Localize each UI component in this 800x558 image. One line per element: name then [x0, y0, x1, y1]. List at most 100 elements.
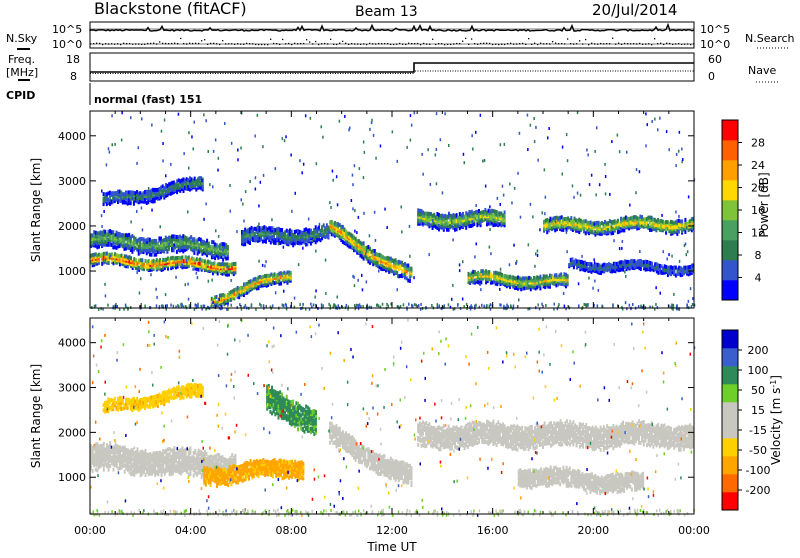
colorbar-segment [722, 280, 738, 300]
echo-noise [369, 234, 371, 237]
noise-search-dot [621, 44, 622, 45]
noise-search-dot [609, 43, 610, 44]
echo-noise [165, 174, 167, 177]
echo-noise [373, 134, 375, 137]
noise-search-dot [384, 43, 385, 44]
echo-noise [459, 263, 461, 266]
noise-search-dot [423, 43, 424, 44]
station-title: Blackstone (fitACF) [94, 0, 247, 18]
noise-search-dot [111, 43, 112, 44]
echo-noise [352, 174, 354, 177]
echo-noise [609, 193, 611, 196]
noise-search-dot [159, 41, 160, 42]
noise-search-dot [90, 43, 91, 44]
ground-echo [676, 304, 678, 307]
ground-echo [490, 303, 492, 306]
echo-noise [604, 163, 606, 166]
echo-noise [230, 210, 232, 213]
ground-echo [107, 304, 109, 307]
ground-echo [227, 304, 229, 307]
echo-noise [170, 163, 172, 166]
ground-echo [481, 304, 483, 307]
noise-search-dot [558, 43, 559, 44]
echo-noise [544, 212, 546, 215]
ground-echo [585, 303, 587, 306]
noise-search-dot [150, 43, 151, 44]
echo-noise [231, 304, 233, 307]
echo-noise [675, 211, 677, 214]
echo-noise [406, 146, 408, 149]
noise-left-tick-bottom: 10^0 [52, 38, 82, 51]
echo-noise [500, 143, 502, 146]
echo-noise [640, 305, 642, 308]
power-ylabel: Slant Range [km] [29, 158, 43, 262]
echo-cell [108, 468, 110, 472]
echo-noise [361, 274, 363, 277]
echo-noise [411, 124, 413, 127]
noise-search-dot [543, 43, 544, 44]
echo-noise [328, 228, 330, 231]
echo-noise [598, 289, 600, 292]
echo-cell [92, 469, 94, 473]
ground-echo [612, 303, 614, 306]
noise-search-dot [300, 43, 301, 44]
echo-noise [101, 190, 103, 193]
ground-echo [506, 304, 508, 307]
ground-echo [431, 304, 433, 307]
noise-search-dot [330, 39, 331, 40]
noise-search-dot [585, 39, 586, 40]
echo-noise [121, 139, 123, 142]
echo-noise [409, 276, 411, 279]
ground-echo [224, 303, 226, 306]
echo-noise [312, 239, 314, 242]
noise-right-tick-bottom: 10^0 [700, 38, 730, 51]
echo-noise [682, 158, 684, 161]
echo-noise [566, 250, 568, 253]
echo-noise [636, 168, 638, 171]
echo-noise [578, 282, 580, 285]
echo-noise [177, 263, 179, 266]
echo-noise [596, 126, 598, 129]
noise-search-dot [315, 41, 316, 42]
noise-search-dot [219, 44, 220, 45]
noise-search-dot [540, 43, 541, 44]
noise-search-dot [459, 43, 460, 44]
ground-echo [437, 303, 439, 306]
echo-noise [175, 276, 177, 279]
colorbar-segment [722, 220, 738, 240]
echo-noise [215, 229, 217, 232]
echo-noise [275, 291, 277, 294]
echo-noise [504, 143, 506, 146]
freq-label-1: Freq. [8, 53, 35, 66]
noise-search-dot [189, 43, 190, 44]
echo-noise [188, 298, 190, 301]
echo-noise [155, 288, 157, 291]
echo-noise [384, 208, 386, 211]
noise-search-dot [549, 43, 550, 44]
echo-noise [164, 119, 166, 122]
ground-echo [558, 303, 560, 306]
echo-noise [577, 111, 579, 114]
echo-noise [617, 134, 619, 137]
echo-noise [237, 149, 239, 152]
echo-noise [654, 118, 656, 121]
noise-left-tick-top: 10^5 [52, 23, 82, 36]
echo-noise [421, 153, 423, 156]
echo-noise [141, 207, 143, 210]
echo-noise [103, 210, 105, 213]
noise-search-dot [354, 43, 355, 44]
ground-echo [251, 303, 253, 306]
echo-noise [451, 298, 453, 301]
noise-search-dot [594, 43, 595, 44]
echo-noise [509, 263, 511, 266]
noise-search-dot [165, 43, 166, 44]
noise-search-dot [570, 43, 571, 44]
noise-search-dot [615, 44, 616, 45]
echo-noise [621, 247, 623, 250]
noise-search-dot [177, 43, 178, 44]
echo-noise [593, 258, 595, 261]
ground-echo [144, 305, 146, 308]
noise-search-dot [390, 44, 391, 45]
echo-noise [218, 235, 220, 238]
echo-noise [111, 114, 113, 117]
